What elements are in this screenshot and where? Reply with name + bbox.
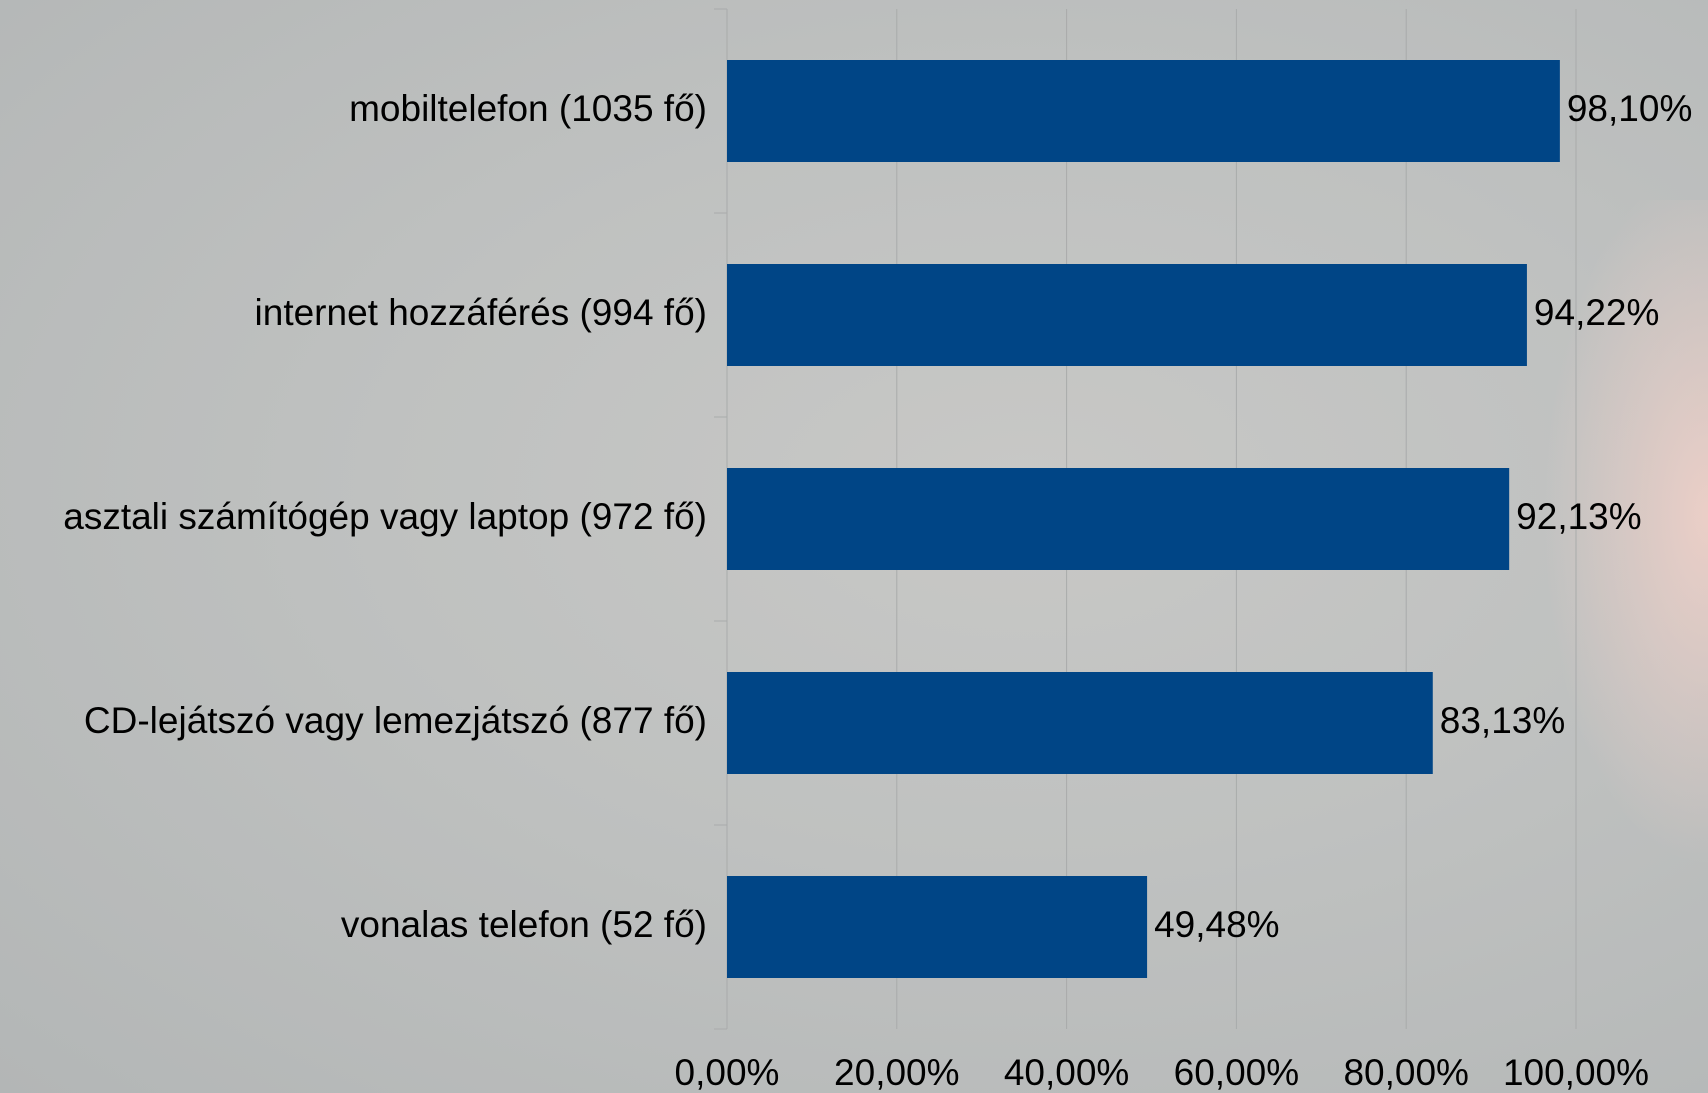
bar [727, 264, 1527, 366]
x-tick-label: 0,00% [675, 1052, 780, 1093]
y-tick-label: mobiltelefon (1035 fő) [349, 88, 707, 129]
y-tick-label: asztali számítógép vagy laptop (972 fő) [63, 496, 707, 537]
chart: 0,00% 20,00% 40,00% 60,00% 80,00% 100,00% mobi… [0, 0, 1708, 1093]
value-label: 49,48% [1154, 904, 1280, 945]
value-label: 98,10% [1567, 88, 1693, 129]
x-tick-label: 20,00% [834, 1052, 960, 1093]
y-tick-label: CD-lejátszó vagy lemezjátszó (877 fő) [84, 700, 707, 741]
x-tick-label: 80,00% [1343, 1052, 1469, 1093]
bar [727, 876, 1147, 978]
value-label: 92,13% [1516, 496, 1642, 537]
bar [727, 60, 1560, 162]
y-tick-label: internet hozzáférés (994 fő) [255, 292, 707, 333]
value-label: 83,13% [1440, 700, 1566, 741]
page: 0,00% 20,00% 40,00% 60,00% 80,00% 100,00% mobi… [0, 0, 1708, 1093]
x-tick-label: 100,00% [1503, 1052, 1649, 1093]
bar [727, 468, 1509, 570]
value-label: 94,22% [1534, 292, 1660, 333]
y-tick-label: vonalas telefon (52 fő) [341, 904, 707, 945]
bar [727, 672, 1433, 774]
x-tick-label: 60,00% [1174, 1052, 1300, 1093]
x-tick-label: 40,00% [1004, 1052, 1130, 1093]
